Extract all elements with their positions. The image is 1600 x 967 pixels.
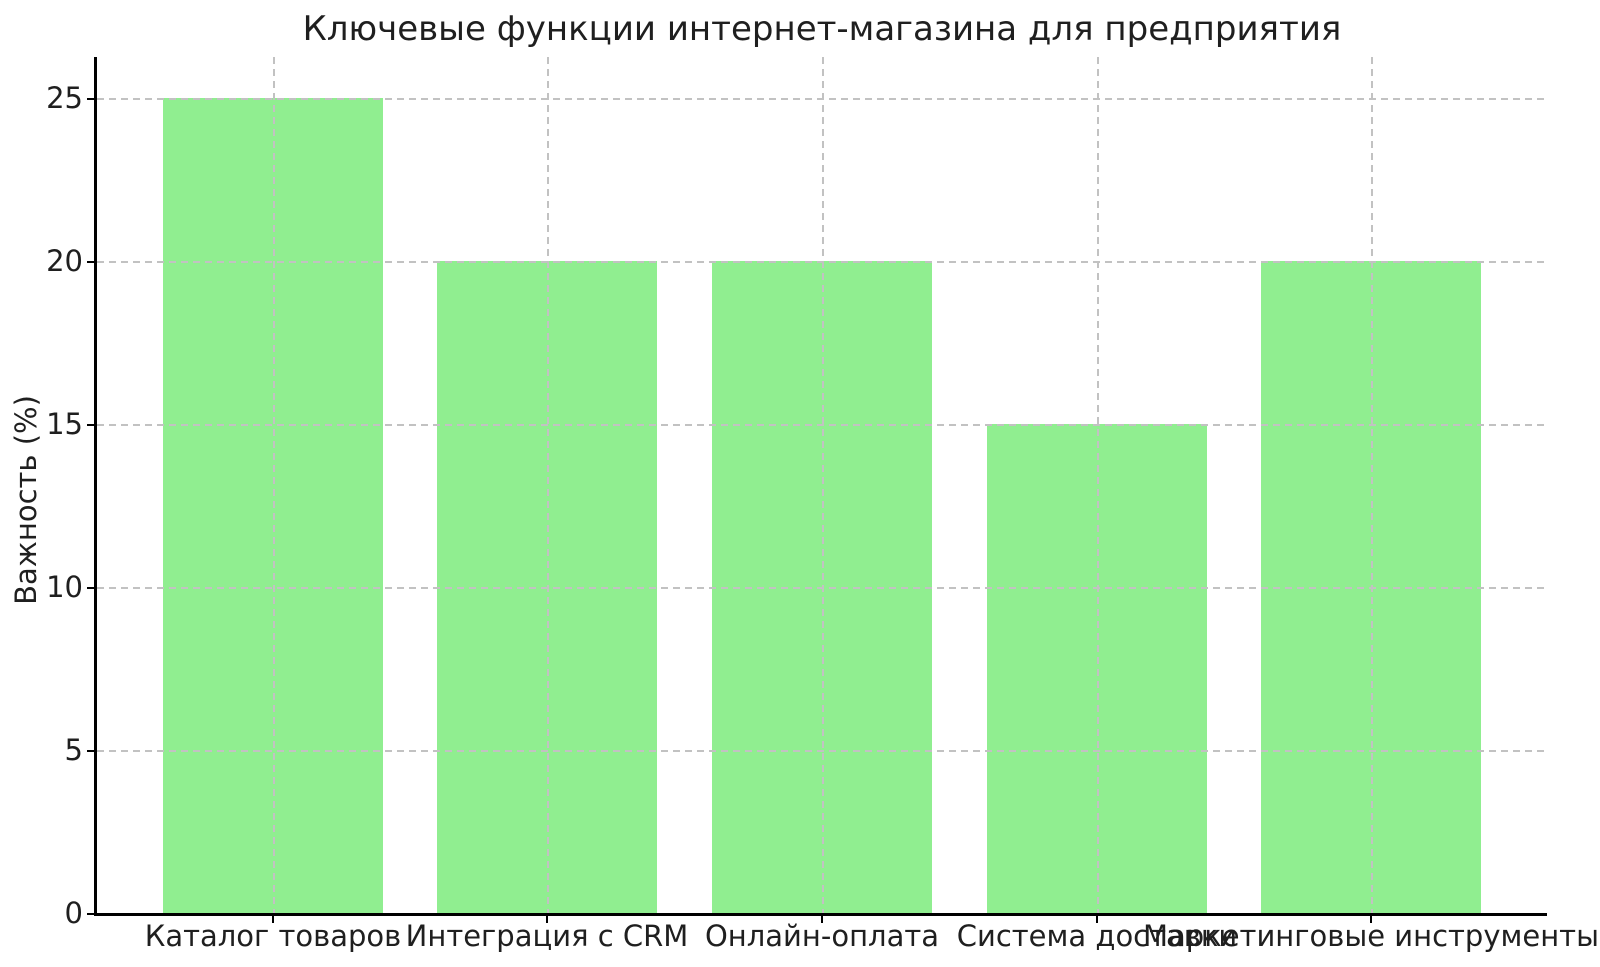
- y-axis-spine: [94, 57, 97, 916]
- x-tick-mark-4: [1370, 916, 1372, 923]
- x-axis-spine: [94, 913, 1547, 916]
- y-tick-label-5: 5: [64, 733, 83, 767]
- gridline-v-4: [1371, 57, 1373, 913]
- y-tick-label-0: 0: [64, 896, 83, 930]
- y-tick-mark-15: [87, 424, 94, 426]
- x-tick-label-2: Онлайн-оплата: [704, 919, 940, 953]
- x-tick-mark-2: [821, 916, 823, 923]
- y-tick-label-15: 15: [46, 407, 83, 441]
- y-tick-mark-10: [87, 587, 94, 589]
- y-tick-mark-0: [87, 913, 94, 915]
- x-tick-label-1: Интеграция с CRM: [405, 919, 689, 953]
- gridline-v-2: [822, 57, 824, 913]
- y-tick-label-20: 20: [46, 244, 83, 278]
- y-tick-mark-5: [87, 750, 94, 752]
- x-tick-label-3: Система доставки: [956, 919, 1238, 953]
- gridline-v-1: [547, 57, 549, 913]
- y-tick-mark-20: [87, 261, 94, 263]
- x-tick-label-0: Каталог товаров: [144, 919, 402, 953]
- gridline-v-3: [1097, 57, 1099, 913]
- chart-title: Ключевые функции интернет-магазина для п…: [302, 9, 1342, 49]
- x-tick-label-4: Маркетинговые инструменты: [1143, 919, 1599, 953]
- gridline-v-0: [273, 57, 275, 913]
- x-tick-mark-3: [1096, 916, 1098, 923]
- x-tick-mark-1: [546, 916, 548, 923]
- y-tick-mark-25: [87, 98, 94, 100]
- y-tick-label-10: 10: [46, 570, 83, 604]
- y-tick-label-25: 25: [46, 81, 83, 115]
- x-tick-mark-0: [272, 916, 274, 923]
